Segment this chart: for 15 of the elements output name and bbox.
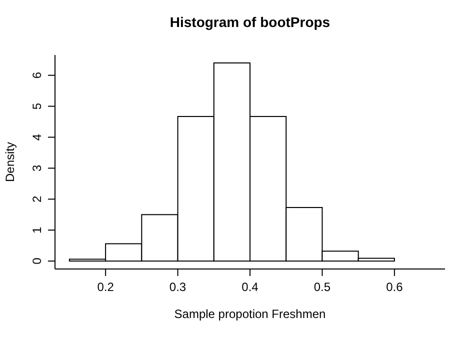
x-axis-title: Sample propotion Freshmen [174,307,326,321]
x-tick-label: 0.2 [97,280,114,294]
y-axis-title: Density [3,142,17,182]
chart-title: Histogram of bootProps [170,14,330,30]
y-tick-label: 1 [30,226,44,234]
x-tick-label: 0.5 [314,280,331,294]
y-tick-label: 6 [30,72,44,79]
x-tick-label: 0.4 [242,280,259,294]
y-tick-label: 3 [30,164,44,172]
y-tick-label: 0 [30,257,44,264]
x-tick-label: 0.3 [169,280,186,294]
y-tick-label: 2 [30,195,44,202]
y-tick-label: 4 [30,134,44,141]
x-tick-label: 0.6 [386,280,404,294]
y-tick-label: 5 [30,102,44,110]
